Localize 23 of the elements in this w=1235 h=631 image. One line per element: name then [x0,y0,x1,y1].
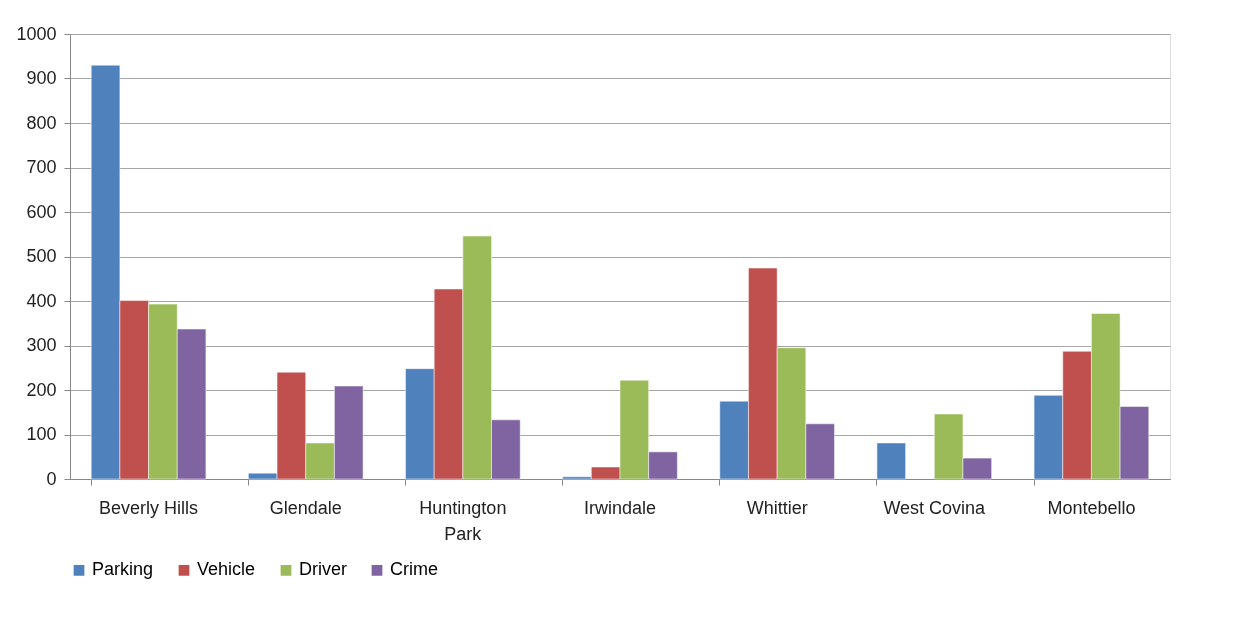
legend-label: Crime [390,559,438,580]
y-tick-label: 1000 [16,23,57,44]
y-tick-label: 900 [26,68,57,88]
x-tick-label: Whittier [746,497,808,518]
legend-label: Parking [92,559,154,580]
y-tick-label: 600 [26,201,57,222]
bar [876,442,906,480]
x-tick-label: Huntington Park [419,497,507,544]
legend-label: Driver [299,559,347,580]
y-tick-label: 700 [26,157,57,177]
y-tick-label: 300 [26,335,57,355]
x-tick-label: Irwindale [583,497,657,518]
x-tick-label: Glendale [269,497,342,518]
y-tick-label: 800 [26,112,57,133]
y-tick-label: 100 [26,424,57,444]
y-tick-label: 400 [26,290,57,311]
y-tick-label: 200 [26,379,57,400]
y-tick-label: 500 [26,246,57,266]
legend-label: Vehicle [197,559,256,580]
x-tick-label: West Covina [883,497,987,518]
x-tick-label: Montebello [1047,497,1136,518]
x-tick-label: Beverly Hills [99,497,199,518]
y-tick-label: 0 [46,468,57,489]
